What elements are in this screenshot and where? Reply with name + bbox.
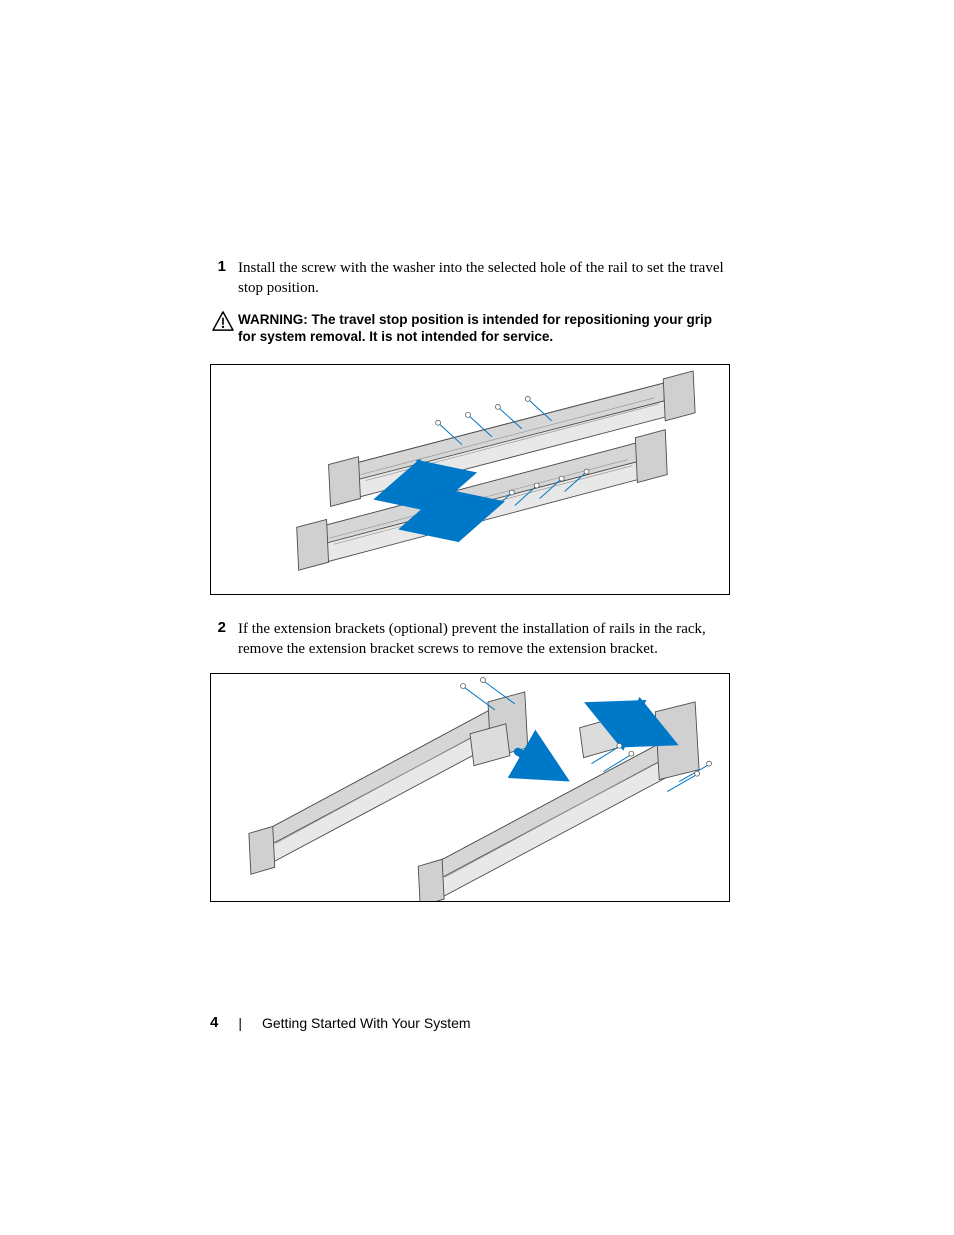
warning-block: WARNING: The travel stop position is int… (210, 311, 730, 346)
step-2-number: 2 (210, 619, 238, 660)
footer-divider: | (238, 1015, 242, 1031)
step-2: 2 If the extension brackets (optional) p… (210, 619, 730, 660)
figure-2 (210, 673, 730, 902)
warning-text: WARNING: The travel stop position is int… (238, 311, 730, 346)
warning-label: WARNING: (238, 312, 308, 327)
step-1-text: Install the screw with the washer into t… (238, 258, 730, 299)
step-1: 1 Install the screw with the washer into… (210, 258, 730, 299)
page-footer: 4 | Getting Started With Your System (210, 1014, 471, 1031)
footer-section-title: Getting Started With Your System (262, 1015, 471, 1031)
step-1-number: 1 (210, 258, 238, 299)
warning-body: The travel stop position is intended for… (238, 312, 712, 345)
step-2-text: If the extension brackets (optional) pre… (238, 619, 730, 660)
warning-icon (210, 311, 238, 331)
figure-1 (210, 364, 730, 595)
page-number: 4 (210, 1014, 218, 1031)
